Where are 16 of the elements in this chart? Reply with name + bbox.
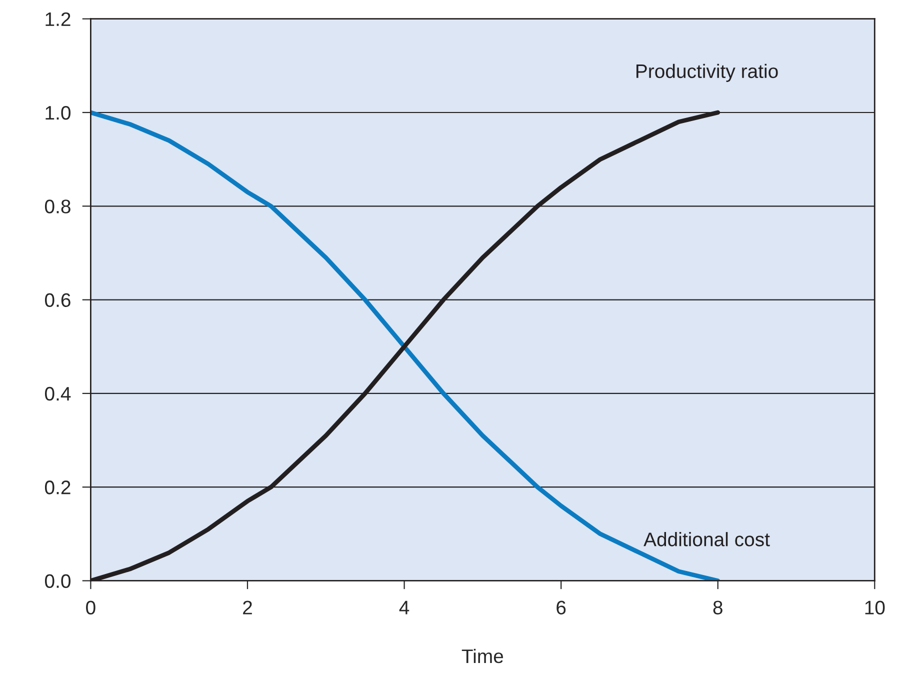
- x-tick-label: 4: [399, 600, 410, 614]
- y-tick-label: 1.0: [46, 106, 70, 120]
- text: Productivity ratio: [636, 64, 778, 82]
- y-tick-label: 0.6: [44, 293, 70, 308]
- x-tick-label: 10: [865, 600, 885, 614]
- y-tick-label: 0.8: [44, 200, 70, 214]
- y-tick-label: 0.2: [44, 480, 70, 494]
- x-axis-title: Time: [462, 648, 504, 664]
- x-tick-label: 0: [86, 600, 96, 614]
- x-tick-label: 6: [556, 600, 566, 614]
- y-tick-label: 1.2: [46, 12, 70, 26]
- x-tick-label: 8: [713, 600, 722, 614]
- y-tick-label: 0.0: [44, 574, 70, 588]
- series-label: Additional cost: [644, 532, 770, 546]
- x-tick-label: 2: [243, 600, 252, 614]
- y-tick-label: 0.4: [44, 386, 71, 401]
